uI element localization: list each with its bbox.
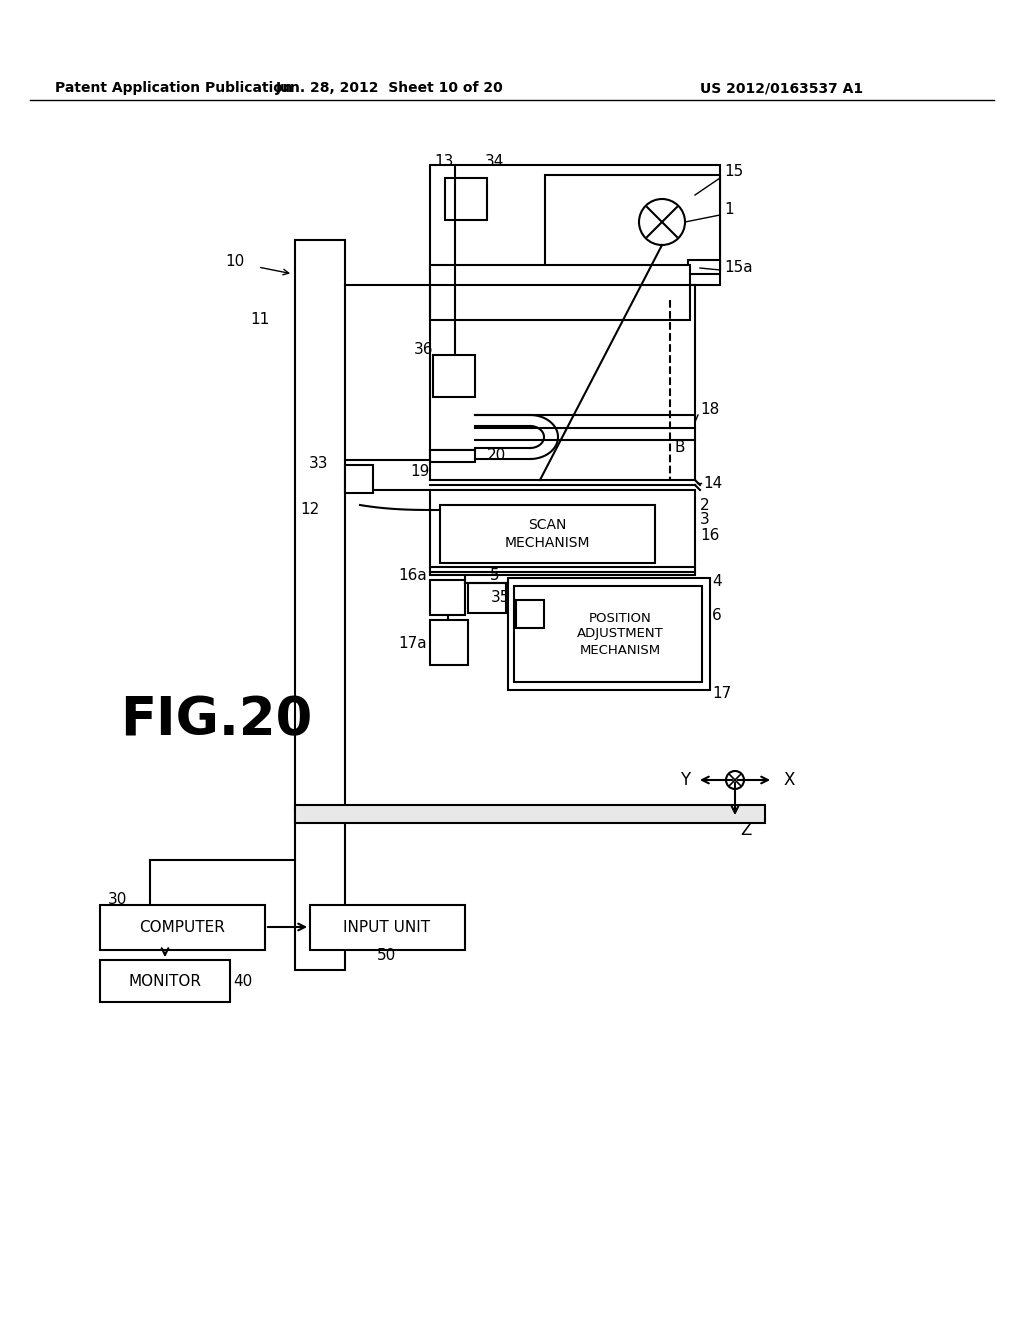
Text: 40: 40 <box>233 974 252 989</box>
Bar <box>430 265 690 319</box>
Text: 4: 4 <box>712 574 722 590</box>
Bar <box>100 960 230 1002</box>
Bar <box>430 450 475 462</box>
Text: 17: 17 <box>712 685 731 701</box>
Text: 20: 20 <box>487 449 506 463</box>
Text: 10: 10 <box>225 255 245 269</box>
Bar <box>430 490 695 576</box>
Text: 19: 19 <box>411 465 430 479</box>
Text: 6: 6 <box>712 607 722 623</box>
Text: 5: 5 <box>490 569 500 583</box>
Bar <box>545 176 720 271</box>
Text: COMPUTER: COMPUTER <box>139 920 225 935</box>
Text: 34: 34 <box>485 154 505 169</box>
Bar <box>440 506 655 564</box>
Bar <box>430 620 468 665</box>
Bar <box>430 165 720 285</box>
Bar <box>295 810 345 970</box>
Text: 13: 13 <box>434 153 454 169</box>
Text: 18: 18 <box>700 403 719 417</box>
Bar <box>433 355 475 397</box>
Bar <box>508 578 710 690</box>
Text: SCAN
MECHANISM: SCAN MECHANISM <box>504 519 590 549</box>
Text: US 2012/0163537 A1: US 2012/0163537 A1 <box>700 81 863 95</box>
Text: INPUT UNIT: INPUT UNIT <box>343 920 430 935</box>
Text: B: B <box>675 441 685 455</box>
Text: 35: 35 <box>490 590 510 605</box>
Text: 16a: 16a <box>398 569 427 583</box>
Text: X: X <box>783 771 795 789</box>
Text: Patent Application Publication: Patent Application Publication <box>55 81 293 95</box>
Bar <box>100 906 265 950</box>
Text: 17a: 17a <box>398 635 427 651</box>
Bar <box>430 579 465 615</box>
Text: 1: 1 <box>724 202 733 218</box>
Text: FIG.20: FIG.20 <box>120 694 312 746</box>
Text: 16: 16 <box>700 528 720 543</box>
Text: Z: Z <box>740 821 752 840</box>
Bar <box>688 260 720 275</box>
Text: Jun. 28, 2012  Sheet 10 of 20: Jun. 28, 2012 Sheet 10 of 20 <box>276 81 504 95</box>
Text: Y: Y <box>680 771 690 789</box>
Text: MONITOR: MONITOR <box>128 974 202 989</box>
Text: 15a: 15a <box>724 260 753 276</box>
Text: 3: 3 <box>700 512 710 528</box>
Bar <box>514 586 702 682</box>
Text: 50: 50 <box>378 948 396 962</box>
Bar <box>345 465 373 492</box>
Bar <box>310 906 465 950</box>
Text: 12: 12 <box>301 503 319 517</box>
Bar <box>295 240 345 810</box>
Text: 2: 2 <box>700 498 710 512</box>
Text: 30: 30 <box>108 892 127 908</box>
Bar <box>445 178 487 220</box>
Bar <box>468 583 506 612</box>
Bar <box>295 805 765 822</box>
Bar <box>516 601 544 628</box>
Text: 11: 11 <box>251 313 270 327</box>
Text: 36: 36 <box>414 342 433 358</box>
Text: 14: 14 <box>703 475 722 491</box>
Text: POSITION
ADJUSTMENT
MECHANISM: POSITION ADJUSTMENT MECHANISM <box>577 611 664 656</box>
Text: 15: 15 <box>724 165 743 180</box>
Text: 33: 33 <box>308 457 328 471</box>
